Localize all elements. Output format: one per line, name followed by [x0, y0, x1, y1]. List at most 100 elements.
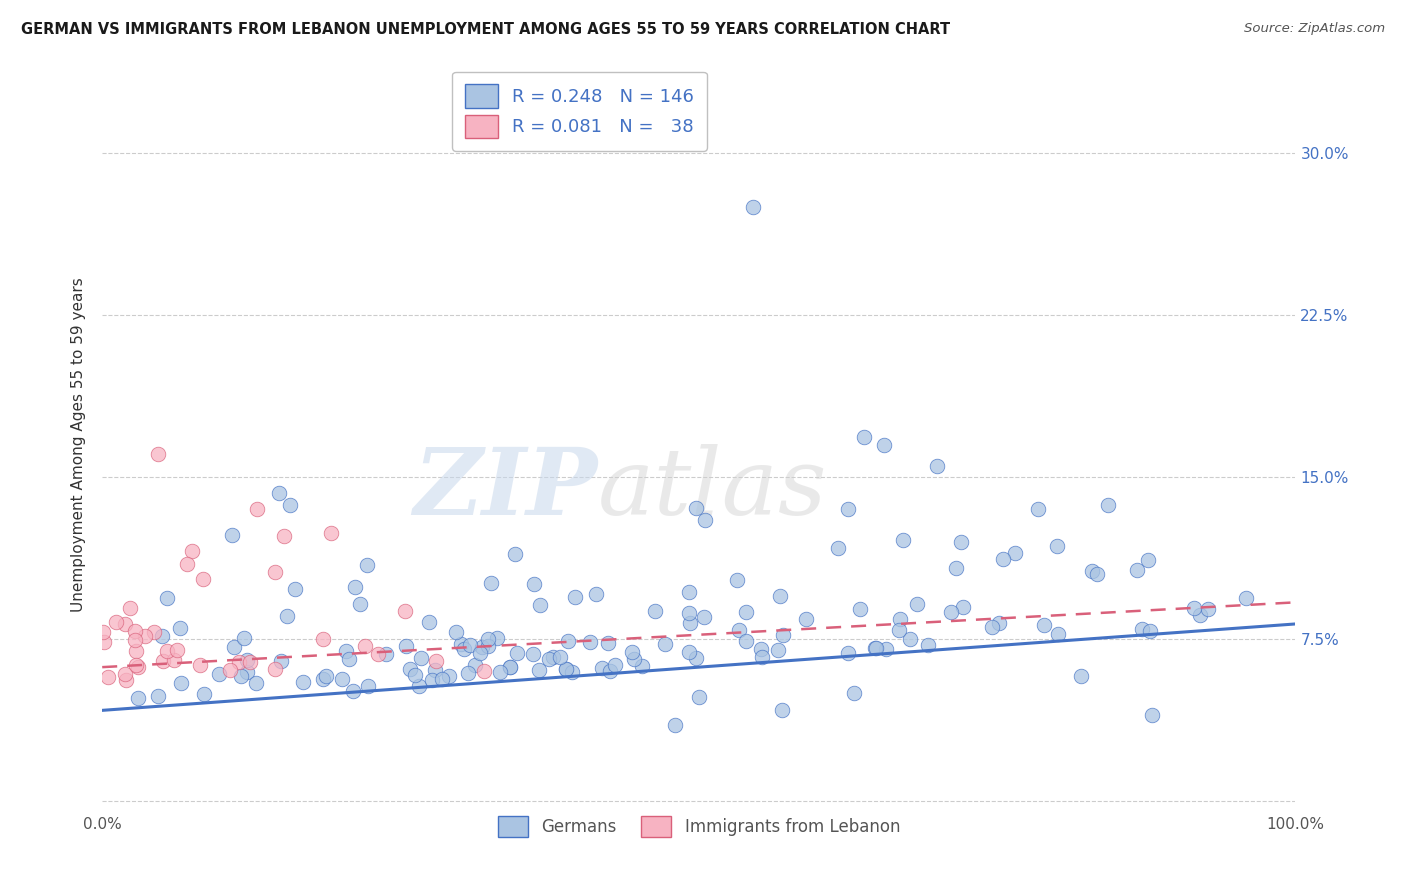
Point — [644, 604, 666, 618]
Point — [630, 659, 652, 673]
Point — [889, 612, 911, 626]
Point — [1136, 552, 1159, 566]
Point — [319, 526, 342, 541]
Point — [485, 631, 508, 645]
Point — [114, 616, 136, 631]
Point — [150, 629, 173, 643]
Point — [125, 657, 148, 672]
Point — [505, 547, 527, 561]
Point — [499, 660, 522, 674]
Point — [312, 632, 335, 646]
Point — [479, 575, 502, 590]
Point — [1070, 669, 1092, 683]
Point — [1033, 618, 1056, 632]
Point — [245, 676, 267, 690]
Point — [170, 676, 193, 690]
Point — [1047, 627, 1070, 641]
Point — [273, 529, 295, 543]
Point — [236, 652, 259, 666]
Point — [685, 501, 707, 516]
Point — [239, 655, 262, 669]
Point — [420, 673, 443, 688]
Point — [543, 649, 565, 664]
Point — [1004, 546, 1026, 560]
Point — [1080, 564, 1102, 578]
Point — [437, 669, 460, 683]
Point — [917, 638, 939, 652]
Point — [499, 660, 522, 674]
Point — [375, 647, 398, 661]
Point — [444, 625, 467, 640]
Point — [1085, 567, 1108, 582]
Point — [349, 597, 371, 611]
Point — [176, 558, 198, 572]
Point — [688, 690, 710, 705]
Point — [1126, 563, 1149, 577]
Point — [408, 679, 430, 693]
Point — [599, 664, 621, 678]
Point — [827, 541, 849, 555]
Point — [246, 502, 269, 516]
Point — [678, 585, 700, 599]
Point — [863, 640, 886, 655]
Point — [146, 446, 169, 460]
Point — [555, 662, 578, 676]
Point — [523, 576, 546, 591]
Point — [477, 632, 499, 647]
Point — [218, 664, 240, 678]
Point — [489, 665, 512, 679]
Point — [981, 619, 1004, 633]
Point — [423, 664, 446, 678]
Text: ZIP: ZIP — [413, 443, 598, 533]
Point — [357, 679, 380, 693]
Point — [693, 513, 716, 527]
Text: GERMAN VS IMMIGRANTS FROM LEBANON UNEMPLOYMENT AMONG AGES 55 TO 59 YEARS CORRELA: GERMAN VS IMMIGRANTS FROM LEBANON UNEMPL… — [21, 22, 950, 37]
Point — [193, 688, 215, 702]
Point — [987, 615, 1010, 630]
Point — [425, 654, 447, 668]
Text: Source: ZipAtlas.com: Source: ZipAtlas.com — [1244, 22, 1385, 36]
Point — [125, 643, 148, 657]
Point — [264, 566, 287, 580]
Point — [564, 591, 586, 605]
Point — [471, 640, 494, 654]
Point — [458, 638, 481, 652]
Point — [450, 637, 472, 651]
Text: atlas: atlas — [598, 443, 827, 533]
Point — [409, 650, 432, 665]
Point — [114, 666, 136, 681]
Point — [751, 649, 773, 664]
Point — [208, 667, 231, 681]
Point — [849, 602, 872, 616]
Point — [875, 642, 897, 657]
Point — [315, 668, 337, 682]
Point — [105, 615, 128, 630]
Point — [664, 718, 686, 732]
Point — [728, 623, 751, 637]
Point — [284, 582, 307, 596]
Point — [522, 647, 544, 661]
Point — [842, 686, 865, 700]
Point — [124, 633, 146, 648]
Point — [264, 662, 287, 676]
Point — [115, 673, 138, 687]
Point — [312, 673, 335, 687]
Point — [193, 572, 215, 586]
Point — [332, 672, 354, 686]
Point — [236, 665, 259, 679]
Point — [163, 653, 186, 667]
Point — [404, 667, 426, 681]
Point — [1130, 623, 1153, 637]
Point — [464, 657, 486, 672]
Point — [91, 625, 114, 640]
Point — [142, 625, 165, 640]
Point — [457, 666, 479, 681]
Point — [229, 669, 252, 683]
Point — [335, 643, 357, 657]
Point — [367, 648, 389, 662]
Point — [342, 684, 364, 698]
Point — [741, 200, 763, 214]
Point — [623, 652, 645, 666]
Point — [770, 703, 793, 717]
Point — [952, 599, 974, 614]
